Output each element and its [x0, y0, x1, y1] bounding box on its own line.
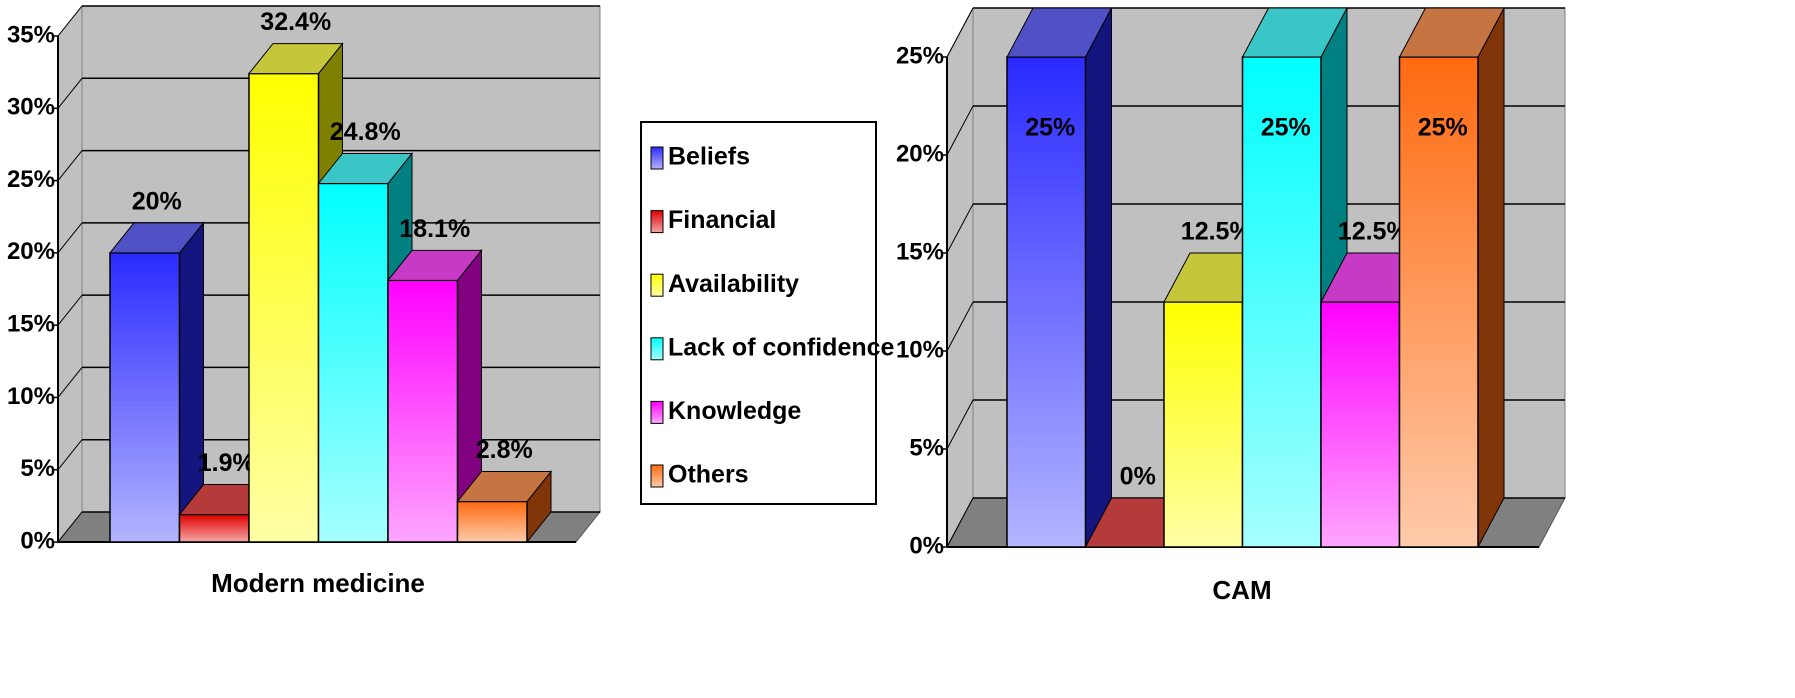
value-label: 20% [132, 187, 182, 215]
legend-label: Financial [668, 206, 776, 234]
value-label: 32.4% [260, 8, 331, 36]
x-axis-label: CAM [1212, 575, 1271, 605]
legend-swatch [650, 273, 664, 297]
bar-top [1006, 7, 1113, 58]
x-axis-label: Modern medicine [211, 568, 425, 598]
grid-line [946, 7, 974, 58]
bar-top [386, 249, 483, 281]
y-tick-label: 35% [7, 21, 55, 48]
grid-line [57, 5, 83, 37]
grid-line [57, 150, 83, 181]
y-tick-label: 20% [7, 238, 55, 265]
grid-line [57, 77, 83, 109]
legend-swatch [650, 210, 664, 234]
bar-top [108, 222, 205, 254]
value-label: 1.9% [198, 449, 255, 477]
legend-swatch [650, 464, 664, 488]
bar [1163, 301, 1244, 548]
grid-line [57, 222, 83, 254]
grid-line [946, 301, 974, 352]
bar [248, 72, 320, 543]
bar-side [1085, 7, 1112, 548]
bar-top [1398, 7, 1505, 58]
value-label: 25% [1418, 114, 1468, 142]
y-tick-label: 10% [7, 383, 55, 410]
value-label: 12.5% [1181, 218, 1252, 246]
y-tick-label: 5% [909, 434, 944, 461]
y-tick-label: 25% [896, 42, 944, 69]
bar [109, 252, 181, 543]
legend-box [640, 121, 877, 505]
y-tick-label: 25% [7, 166, 55, 193]
value-label: 12.5% [1338, 218, 1409, 246]
bar [1398, 56, 1479, 548]
value-label: 2.8% [476, 436, 533, 464]
value-label: 25% [1025, 114, 1075, 142]
bar-side [1477, 7, 1505, 548]
bar [1320, 301, 1401, 548]
grid-line [57, 294, 83, 326]
grid-line [57, 511, 83, 543]
side-wall [946, 7, 974, 548]
value-label: 0% [1120, 463, 1156, 491]
grid-line [57, 439, 83, 471]
legend-swatch [650, 146, 664, 170]
grid-line [57, 367, 83, 398]
value-label: 25% [1261, 114, 1311, 142]
bar-top [247, 43, 344, 75]
y-tick-label: 15% [896, 238, 944, 265]
legend-label: Beliefs [668, 143, 750, 171]
bar [1006, 56, 1087, 548]
value-label: 24.8% [330, 118, 401, 146]
y-tick-label: 0% [909, 532, 944, 559]
bar-top [1241, 7, 1348, 58]
legend-label: Availability [668, 270, 799, 298]
y-tick-label: 5% [20, 455, 55, 482]
legend-label: Others [668, 461, 749, 489]
grid-line [946, 105, 974, 156]
bar [1241, 56, 1322, 548]
side-wall [57, 4, 83, 544]
bar [178, 513, 250, 543]
y-tick-label: 30% [7, 94, 55, 121]
bar [317, 182, 389, 543]
legend-label: Knowledge [668, 397, 801, 425]
y-tick-label: 15% [7, 310, 55, 337]
y-tick-label: 10% [896, 336, 944, 363]
grid-line [946, 203, 974, 254]
grid-line [946, 497, 974, 548]
grid-line [946, 399, 974, 450]
y-tick-label: 0% [20, 527, 55, 554]
bar [456, 500, 528, 543]
legend-swatch [650, 337, 664, 361]
bar-top [317, 152, 414, 184]
legend-swatch [650, 400, 664, 424]
legend-label: Lack of confidence [668, 333, 895, 361]
bar-top [456, 471, 553, 503]
value-label: 18.1% [399, 215, 470, 243]
y-tick-label: 20% [896, 140, 944, 167]
bar [387, 279, 459, 543]
